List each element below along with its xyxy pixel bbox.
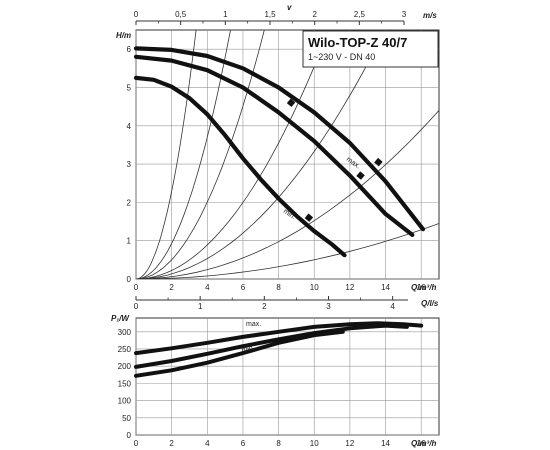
head-axis-label: H/m (116, 31, 131, 40)
x-tick-label: 2 (169, 439, 174, 448)
curve-marker (356, 171, 365, 180)
x-tick-label: 8 (276, 283, 281, 292)
x-tick-label: 14 (381, 283, 390, 292)
top-flow-axis-label: Q/m³/h (411, 283, 436, 292)
top-y-ticks: 0 1 2 3 4 5 6 (127, 45, 132, 284)
top-grid (135, 30, 439, 280)
min-curve-label: min. (282, 208, 297, 221)
y-tick-label: 300 (118, 328, 132, 337)
velocity-axis-unit: m/s (423, 11, 437, 20)
y-tick-label: 0 (127, 431, 132, 440)
y-tick-label: 3 (127, 160, 132, 169)
y-tick-label: 0 (127, 275, 132, 284)
y-tick-label: 250 (118, 345, 132, 354)
system-curve (136, 30, 197, 279)
system-curve (136, 30, 265, 279)
velocity-ticks: 0 0,5 1 1,5 2 2,5 3 (134, 10, 407, 25)
y-tick-label: 6 (127, 45, 132, 54)
power-min-label: min. (241, 344, 255, 354)
y-tick-label: 150 (118, 379, 132, 388)
lps-axis-unit: Q/l/s (421, 299, 439, 308)
chart-subtitle: 1~230 V - DN 40 (308, 52, 375, 62)
title-box (302, 30, 439, 68)
x-tick-label: 2 (169, 283, 174, 292)
y-tick-label: 4 (127, 122, 132, 131)
y-tick-label: 5 (127, 83, 132, 92)
lps-tick-label: 3 (326, 302, 331, 311)
x-tick-label: 14 (381, 439, 390, 448)
x-tick-label: 16 (417, 439, 426, 448)
y-tick-label: 50 (122, 414, 131, 423)
head-curve-2 (133, 75, 347, 258)
system-curve (136, 110, 439, 279)
head-curves (133, 46, 426, 258)
x-tick-label: 4 (205, 283, 210, 292)
lps-tick-label: 2 (262, 302, 267, 311)
y-tick-label: 100 (118, 397, 132, 406)
x-tick-label: 0 (134, 283, 139, 292)
lps-tick-label: 4 (390, 302, 395, 311)
bottom-x-ticks: 0 2 4 6 8 10 12 14 16 (134, 439, 426, 448)
curve-marker (286, 98, 296, 108)
bottom-y-ticks: 0 50 100 150 200 250 300 (118, 328, 132, 440)
x-tick-label: 8 (276, 439, 281, 448)
lps-tick-label: 1 (198, 302, 203, 311)
x-tick-label: 16 (417, 283, 426, 292)
y-tick-label: 200 (118, 362, 132, 371)
power-curve-1 (134, 323, 409, 369)
y-tick-label: 1 (127, 237, 132, 246)
x-tick-label: 10 (310, 283, 319, 292)
head-curve-1 (133, 54, 415, 237)
x-tick-label: 4 (205, 439, 210, 448)
bottom-flow-axis-label: Q/m³/h (411, 439, 436, 448)
lps-ticks: 0 1 2 3 4 (134, 296, 395, 311)
power-max-label: max. (246, 321, 261, 328)
power-curve-2 (134, 329, 345, 378)
y-tick-label: 2 (127, 198, 132, 207)
x-tick-label: 10 (310, 439, 319, 448)
x-tick-label: 6 (241, 283, 246, 292)
velocity-tick-label: 2 (312, 10, 317, 19)
curve-marker (374, 157, 383, 167)
power-curves (134, 321, 424, 378)
lps-tick-label: 0 (134, 302, 139, 311)
velocity-axis-label: v (287, 3, 292, 12)
system-curve (136, 30, 231, 279)
system-curve (136, 56, 372, 279)
x-tick-label: 12 (345, 439, 354, 448)
max-curve-label: max. (345, 156, 361, 170)
bottom-panel-frame (135, 317, 440, 436)
velocity-tick-label: 3 (402, 10, 407, 19)
chart-title: Wilo-TOP-Z 40/7 (308, 35, 407, 50)
velocity-tick-label: 0,5 (175, 10, 187, 19)
power-curve-0 (134, 321, 424, 356)
velocity-tick-label: 1 (223, 10, 228, 19)
system-curve (136, 223, 439, 279)
head-curve-0 (133, 46, 426, 232)
x-tick-label: 6 (241, 439, 246, 448)
curve-marker (304, 213, 314, 222)
velocity-tick-label: 1,5 (264, 10, 276, 19)
x-tick-label: 0 (134, 439, 139, 448)
power-axis-label: P₁/W (111, 314, 130, 323)
x-tick-label: 12 (345, 283, 354, 292)
velocity-tick-label: 2,5 (354, 10, 366, 19)
velocity-tick-label: 0 (134, 10, 139, 19)
bottom-grid (135, 318, 439, 436)
top-x-ticks: 0 2 4 6 8 10 12 14 16 (134, 283, 426, 292)
